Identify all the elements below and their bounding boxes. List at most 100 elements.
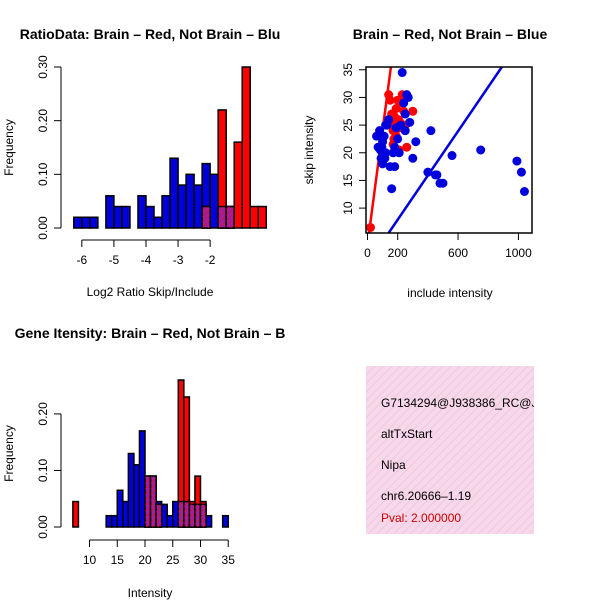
chart-0-bar-blue (185, 173, 195, 229)
chart-0-bar-overlap-hatch (218, 206, 227, 228)
chart-2-y-tick-label: 0.20 (36, 402, 50, 426)
chart-1-y-tick-label: 15 (341, 173, 355, 187)
chart-0-x-label: Log2 Ratio Skip/Include (87, 285, 214, 299)
chart-1-x-tick-label: 200 (388, 246, 408, 260)
chart-2-bar-blue (122, 500, 130, 528)
info-panel: G7134294@J938386_RC@J938392_FC altTxStar… (366, 366, 534, 534)
chart-2-bar-overlap-hatch (156, 504, 162, 527)
chart-2-y-label: Frequency (2, 425, 16, 482)
chart-0-bar-blue (89, 216, 99, 229)
chart-1-x-label: include intensity (407, 286, 492, 300)
chart-0-bar-blue (137, 195, 147, 229)
chart-0-bar-overlap-hatch (202, 206, 211, 228)
chart-0-bar-blue (73, 216, 83, 229)
chart-2-bar-blue (105, 514, 113, 528)
chart-2-x-tick-label: 35 (222, 553, 236, 567)
chart-0-y-tick-label: 0.20 (36, 109, 50, 133)
chart-1-point-blue (394, 148, 404, 158)
chart-0-x-tick-label: -4 (141, 253, 152, 267)
chart-1-point-blue (400, 126, 410, 136)
chart-2-y-tick-label: 0.10 (36, 458, 50, 482)
chart-2-bar-overlap-hatch (194, 504, 201, 527)
chart-1-point-blue (423, 167, 433, 177)
chart-0-bar-blue (145, 205, 155, 229)
chart-1-frame (365, 66, 533, 234)
chart-2-x-tick-label: 20 (138, 553, 152, 567)
chart-2-bar-red (72, 500, 80, 528)
chart-0-y-tick-label: 0.00 (36, 216, 50, 240)
chart-1-point-blue (381, 120, 391, 130)
chart-1-point-blue (403, 92, 413, 102)
chart-2-bar-blue (116, 489, 124, 528)
chart-0-bar-blue (161, 195, 171, 229)
chart-0-bar-blue (209, 173, 219, 229)
chart-1-point-blue (512, 156, 522, 166)
chart-1-y-tick-label: 25 (341, 118, 355, 132)
chart-2-x-tick-label: 30 (194, 553, 208, 567)
chart-0-x-tick-label: -2 (205, 253, 216, 267)
chart-1-y-tick-label: 30 (341, 90, 355, 104)
chart-2-x-tick-label: 25 (166, 553, 180, 567)
chart-0-bar-red (249, 205, 260, 229)
chart-1-point-blue (516, 167, 526, 177)
chart-0-bar-overlap-hatch (226, 206, 235, 228)
chart-0-bar-blue (121, 205, 131, 229)
chart-2-bar-overlap-hatch (150, 476, 157, 527)
chart-2-bar-blue (127, 452, 135, 528)
chart-0-x-tick-label: -5 (109, 253, 120, 267)
chart-1-y-tick-label: 35 (341, 63, 355, 77)
chart-0-y-tick-label: 0.10 (36, 162, 50, 186)
chart-2-bar-blue (166, 514, 174, 528)
chart-2-bar-blue (138, 430, 146, 528)
chart-1-point-blue (411, 137, 421, 147)
chart-2-bar-blue (171, 500, 180, 528)
chart-2-bar-blue (133, 464, 141, 528)
chart-0-y-tick-label: 0.30 (36, 55, 50, 79)
chart-1-point-blue (438, 178, 448, 188)
chart-1-point-blue (447, 151, 457, 161)
chart-0-x-tick-label: -6 (76, 253, 87, 267)
chart-1-title: Brain – Red, Not Brain – Blue (353, 26, 548, 42)
chart-0-bar-blue (153, 216, 163, 229)
chart-1-point-blue (426, 126, 436, 136)
chart-0-bar-red (233, 141, 243, 229)
chart-2-bar-blue (221, 514, 229, 528)
chart-1-point-blue (432, 170, 442, 180)
chart-1-y-tick-label: 20 (341, 146, 355, 160)
chart-2-bar-overlap-hatch (145, 476, 151, 527)
info-panel-background (366, 366, 534, 534)
chart-0-bar-red (241, 66, 251, 229)
chart-2-x-label: Intensity (128, 586, 173, 600)
chart-1-point-blue (387, 184, 397, 194)
chart-1-fit-line-blue (387, 67, 503, 233)
chart-0-bar-blue (113, 205, 123, 229)
chart-0-bar-blue (177, 184, 187, 229)
chart-0-bar-blue (81, 216, 91, 229)
chart-1-point-blue (400, 109, 410, 119)
chart-2-bar-overlap-hatch (200, 504, 207, 527)
info-gene-name: Nipa (381, 458, 406, 472)
chart-1-x-tick-label: 1000 (505, 246, 532, 260)
chart-2-x-tick-label: 10 (83, 553, 97, 567)
chart-2-bar-overlap-hatch (189, 504, 195, 527)
chart-1-plot-area (366, 67, 529, 233)
chart-0-title: RatioData: Brain – Red, Not Brain – Blu (20, 26, 281, 42)
chart-1-y-tick-label: 10 (341, 201, 355, 215)
chart-1-x-tick-label: 600 (448, 246, 468, 260)
chart-1-y-label: skip intensity (302, 116, 316, 185)
chart-0-x-tick-label: -3 (173, 253, 184, 267)
chart-2-x-tick-label: 15 (111, 553, 125, 567)
info-pval: Pval: 2.000000 (381, 511, 462, 525)
chart-0-bar-blue (193, 184, 203, 229)
chart-1-point-blue (381, 148, 391, 158)
chart-1-point-blue (379, 131, 389, 141)
chart-0-bar-red (257, 205, 268, 229)
chart-1-point-blue (397, 68, 407, 78)
chart-1-point-blue (519, 187, 529, 196)
chart-1-point-blue (390, 162, 400, 172)
chart-2-bar-blue (160, 503, 168, 528)
info-event-id: G7134294@J938386_RC@J938392_FC (381, 396, 534, 410)
chart-1-point-blue (476, 145, 486, 155)
